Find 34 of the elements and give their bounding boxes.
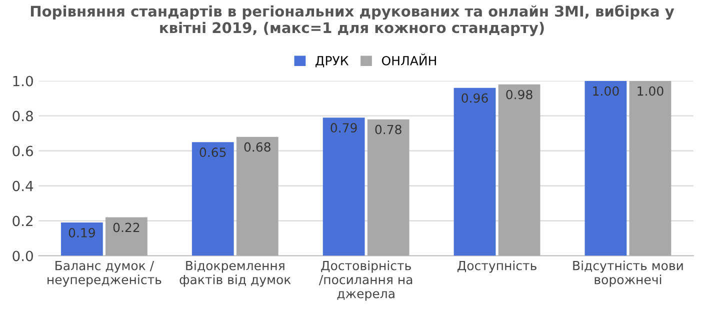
bar xyxy=(60,222,103,256)
chart-title: Порівняння стандартів в регіональних друкованих та онлайн ЗМІ, вибірка у квітні 2019, (макс=1 для кожного стандарту) xyxy=(30,4,674,36)
data-label: 0.98 xyxy=(506,90,532,100)
data-label: 0.19 xyxy=(68,228,95,238)
bar xyxy=(584,80,627,256)
data-label: 0.68 xyxy=(244,142,270,152)
x-tick-label: Доступність xyxy=(457,260,536,273)
x-tick-label: Відокремлення фактів від думок xyxy=(180,260,291,287)
y-tick-label: 1.0 xyxy=(13,76,33,86)
bar xyxy=(367,119,410,256)
bar xyxy=(236,136,278,256)
y-tick-label: 0.2 xyxy=(12,216,32,226)
data-label: 1.00 xyxy=(638,86,664,96)
data-label: 0.96 xyxy=(462,93,488,103)
x-tick-label: Баланс думок / неупередженість xyxy=(48,260,162,287)
data-label: 0.65 xyxy=(200,148,226,157)
data-label: 0.78 xyxy=(375,124,402,134)
legend-label: ДРУК xyxy=(316,56,349,68)
y-tick-label: 0.0 xyxy=(12,250,33,262)
bar xyxy=(629,80,672,256)
data-label: 0.79 xyxy=(330,123,357,132)
bar xyxy=(454,88,496,256)
y-tick-label: 0.4 xyxy=(12,180,34,192)
bar xyxy=(322,118,365,256)
bar xyxy=(192,142,234,256)
bar xyxy=(498,84,540,256)
bar xyxy=(106,217,148,256)
y-tick-label: 0.6 xyxy=(12,146,33,156)
data-label: 0.22 xyxy=(113,222,140,232)
legend-label: ОНЛАЙН xyxy=(382,54,436,66)
y-tick-label: 0.8 xyxy=(12,110,33,122)
x-tick-label: Відсутність мови ворожнечі xyxy=(573,260,683,287)
x-tick-label: Достовірність /посилання на джерела xyxy=(318,260,412,301)
data-label: 1.00 xyxy=(593,86,619,96)
